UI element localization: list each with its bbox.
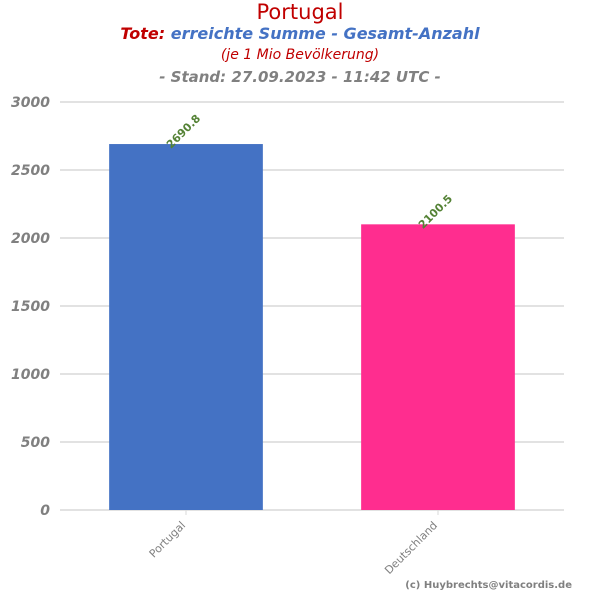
copyright-credit: (c) Huybrechts@vitacordis.de xyxy=(405,580,572,591)
y-tick-label: 500 xyxy=(21,435,50,451)
chart-date-stamp: - Stand: 27.09.2023 - 11:42 UTC - xyxy=(159,68,441,86)
bar-portugal xyxy=(109,144,263,510)
y-tick-label: 1000 xyxy=(11,367,50,383)
y-tick-label: 1500 xyxy=(11,299,50,315)
y-tick-label: 3000 xyxy=(11,95,50,111)
chart-title: Portugal xyxy=(256,0,344,24)
chart-subtitle: Tote: erreichte Summe - Gesamt-Anzahl xyxy=(0,24,600,43)
y-tick-label: 2500 xyxy=(11,163,50,179)
y-tick-label: 0 xyxy=(40,503,50,519)
bar-deutschland xyxy=(361,224,515,510)
subtitle-main: erreichte Summe - Gesamt-Anzahl xyxy=(170,24,480,43)
y-tick-label: 2000 xyxy=(11,231,50,247)
chart-subtitle-line2: (je 1 Mio Bevölkerung) xyxy=(220,47,380,63)
subtitle-prefix: Tote: xyxy=(120,24,166,43)
x-tick-label: Deutschland xyxy=(382,519,440,577)
x-tick-label: Portugal xyxy=(147,519,188,560)
